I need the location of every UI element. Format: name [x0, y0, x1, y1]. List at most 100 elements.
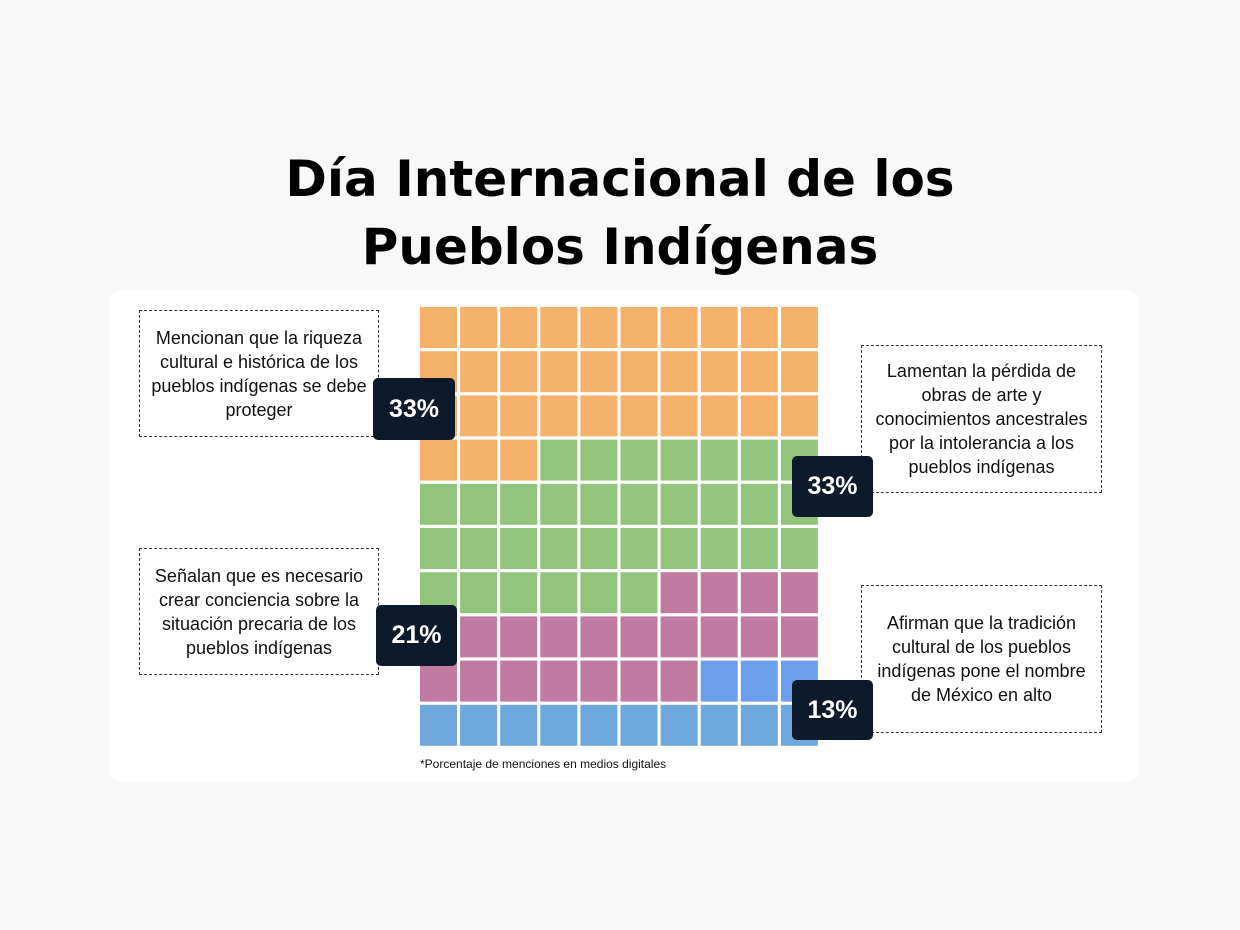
waffle-cell-cat0 [500, 395, 538, 437]
note-text: Afirman que la tradición cultural de los… [877, 613, 1086, 705]
waffle-cell-cat2 [500, 660, 538, 702]
waffle-cell-cat2 [700, 616, 738, 658]
waffle-cell-cat1 [580, 572, 618, 614]
badge-loss: 33% [792, 456, 873, 517]
waffle-cell-cat3 [460, 704, 498, 746]
waffle-cell-cat1 [660, 483, 698, 525]
waffle-cell-cat1 [540, 528, 578, 569]
waffle-cell-cat2 [460, 616, 498, 658]
waffle-cell-cat1 [700, 528, 738, 569]
note-protect: Mencionan que la riqueza cultural e hist… [139, 310, 379, 437]
waffle-cell-cat0 [460, 395, 498, 437]
waffle-cell-cat1 [700, 439, 738, 481]
page-title: Día Internacional de los Pueblos Indígena… [0, 145, 1240, 281]
waffle-cell-cat2 [740, 616, 778, 658]
waffle-cell-cat1 [620, 483, 658, 525]
waffle-cell-cat0 [460, 439, 498, 481]
waffle-cell-cat1 [540, 439, 578, 481]
waffle-cell-cat2 [540, 660, 578, 702]
waffle-cell-cat3 [580, 704, 618, 746]
waffle-cell-cat2 [460, 660, 498, 702]
waffle-cell-cat1 [580, 483, 618, 525]
waffle-cell-cat2 [660, 616, 698, 658]
waffle-cell-cat0 [500, 307, 538, 348]
waffle-cell-cat2 [620, 616, 658, 658]
footnote: *Porcentaje de menciones en medios digit… [420, 757, 667, 771]
waffle-cell-cat3 [660, 704, 698, 746]
waffle-cell-cat0 [580, 395, 618, 437]
waffle-cell-cat2 [580, 660, 618, 702]
waffle-cell-cat1 [740, 439, 778, 481]
waffle-cell-cat3 [700, 660, 738, 702]
note-tradition: Afirman que la tradición cultural de los… [861, 585, 1102, 733]
waffle-cell-cat0 [420, 439, 457, 481]
badge-tradition: 13% [792, 680, 873, 740]
waffle-cell-cat2 [620, 660, 658, 702]
waffle-cell-cat1 [580, 528, 618, 569]
waffle-cell-cat0 [500, 351, 538, 393]
title-line-2: Pueblos Indígenas [361, 218, 879, 276]
waffle-cell-cat1 [620, 528, 658, 569]
waffle-cell-cat2 [740, 572, 778, 614]
waffle-cell-cat2 [780, 572, 818, 614]
waffle-cell-cat2 [580, 616, 618, 658]
waffle-cell-cat0 [700, 351, 738, 393]
waffle-cell-cat2 [660, 572, 698, 614]
waffle-cell-cat1 [700, 483, 738, 525]
waffle-cell-cat2 [660, 660, 698, 702]
waffle-cell-cat0 [540, 395, 578, 437]
waffle-cell-cat0 [580, 351, 618, 393]
waffle-cell-cat2 [700, 572, 738, 614]
waffle-cell-cat0 [660, 351, 698, 393]
waffle-cell-cat3 [700, 704, 738, 746]
waffle-cell-cat1 [540, 483, 578, 525]
waffle-cell-cat3 [620, 704, 658, 746]
note-awareness: Señalan que es necesario crear concienci… [139, 548, 379, 675]
title-line-1: Día Internacional de los [285, 150, 955, 208]
waffle-cell-cat0 [420, 307, 457, 348]
waffle-cell-cat1 [500, 483, 538, 525]
waffle-cell-cat1 [660, 439, 698, 481]
waffle-cell-cat1 [460, 572, 498, 614]
waffle-cell-cat2 [780, 616, 818, 658]
waffle-cell-cat1 [420, 483, 457, 525]
waffle-cell-cat0 [460, 351, 498, 393]
waffle-cell-cat0 [740, 395, 778, 437]
waffle-cell-cat1 [740, 483, 778, 525]
waffle-cell-cat2 [420, 660, 457, 702]
waffle-cell-cat3 [420, 704, 457, 746]
waffle-cell-cat0 [780, 351, 818, 393]
waffle-cell-cat3 [740, 660, 778, 702]
waffle-cell-cat1 [620, 439, 658, 481]
waffle-cell-cat3 [500, 704, 538, 746]
waffle-cell-cat3 [740, 704, 778, 746]
note-text: Señalan que es necesario crear concienci… [154, 565, 364, 658]
waffle-cell-cat1 [460, 528, 498, 569]
waffle-cell-cat0 [620, 395, 658, 437]
note-text: Lamentan la pérdida de obras de arte y c… [875, 361, 1088, 477]
waffle-cell-cat1 [500, 528, 538, 569]
waffle-cell-cat0 [620, 307, 658, 348]
waffle-cell-cat0 [620, 351, 658, 393]
waffle-cell-cat1 [620, 572, 658, 614]
waffle-cell-cat0 [500, 439, 538, 481]
waffle-cell-cat0 [660, 395, 698, 437]
waffle-cell-cat1 [500, 572, 538, 614]
waffle-cell-cat1 [540, 572, 578, 614]
waffle-cell-cat0 [580, 307, 618, 348]
note-loss: Lamentan la pérdida de obras de arte y c… [861, 345, 1102, 493]
waffle-cell-cat1 [780, 528, 818, 569]
waffle-cell-cat0 [700, 307, 738, 348]
waffle-cell-cat1 [580, 439, 618, 481]
waffle-cell-cat0 [740, 351, 778, 393]
waffle-cell-cat1 [420, 528, 457, 569]
waffle-cell-cat1 [740, 528, 778, 569]
waffle-cell-cat2 [500, 616, 538, 658]
waffle-cell-cat0 [700, 395, 738, 437]
waffle-cell-cat1 [460, 483, 498, 525]
waffle-cell-cat0 [540, 307, 578, 348]
waffle-cell-cat0 [460, 307, 498, 348]
waffle-cell-cat0 [740, 307, 778, 348]
note-text: Mencionan que la riqueza cultural e hist… [151, 327, 367, 420]
